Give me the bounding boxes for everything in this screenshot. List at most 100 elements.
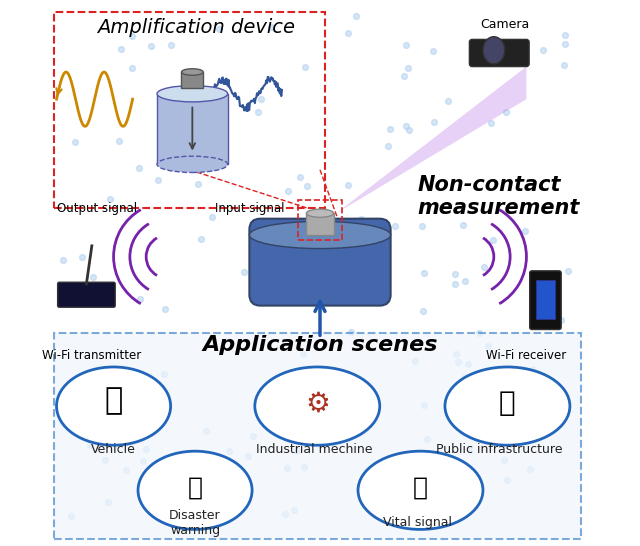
Ellipse shape <box>358 451 483 530</box>
Ellipse shape <box>157 156 228 173</box>
Point <box>302 182 312 191</box>
Point <box>193 180 203 189</box>
Point <box>70 137 81 146</box>
Point <box>147 42 157 51</box>
Point <box>295 173 305 181</box>
Point <box>561 40 571 49</box>
Point <box>201 427 211 436</box>
Point <box>351 12 361 21</box>
Point <box>122 375 132 384</box>
Point <box>287 417 297 425</box>
Point <box>58 256 68 264</box>
Point <box>502 476 512 484</box>
Text: Industrial mechine: Industrial mechine <box>256 443 373 456</box>
Text: Output signal: Output signal <box>57 203 138 215</box>
Point <box>556 316 566 324</box>
Point <box>114 136 124 145</box>
Point <box>460 372 470 381</box>
Point <box>141 445 152 454</box>
Point <box>256 95 266 104</box>
Point <box>292 447 302 455</box>
Ellipse shape <box>250 221 390 248</box>
Point <box>266 22 276 31</box>
Point <box>77 253 87 262</box>
Point <box>410 507 420 516</box>
Point <box>253 108 263 117</box>
Point <box>247 236 257 245</box>
Text: Wi-Fi receiver: Wi-Fi receiver <box>486 349 566 362</box>
Point <box>486 119 496 128</box>
Text: 🏠: 🏠 <box>188 476 202 500</box>
Point <box>153 175 163 184</box>
Point <box>410 357 420 365</box>
Ellipse shape <box>445 367 570 445</box>
Point <box>84 440 95 449</box>
Point <box>211 153 221 162</box>
Polygon shape <box>336 67 527 213</box>
Point <box>248 431 258 440</box>
Text: Vital signal: Vital signal <box>383 517 452 530</box>
Point <box>563 266 573 275</box>
Point <box>442 97 452 105</box>
Point <box>419 269 429 278</box>
Text: 💓: 💓 <box>413 476 428 500</box>
Point <box>383 141 393 150</box>
Point <box>381 463 392 472</box>
Point <box>280 509 290 518</box>
Point <box>520 227 530 235</box>
Text: Amplification device: Amplification device <box>97 17 295 37</box>
Point <box>100 455 110 464</box>
Ellipse shape <box>182 69 204 75</box>
Point <box>224 447 234 455</box>
Point <box>289 218 300 227</box>
Text: Application scenes: Application scenes <box>202 335 438 355</box>
Point <box>344 418 355 427</box>
Point <box>176 94 186 103</box>
Point <box>121 466 131 474</box>
Point <box>428 46 438 55</box>
Point <box>289 506 299 514</box>
Point <box>403 64 413 73</box>
Point <box>282 384 292 393</box>
Point <box>173 507 183 515</box>
FancyBboxPatch shape <box>58 282 115 307</box>
Text: 🌉: 🌉 <box>499 389 516 417</box>
Point <box>349 253 359 262</box>
Ellipse shape <box>483 37 505 64</box>
FancyBboxPatch shape <box>250 219 390 306</box>
Point <box>450 280 460 289</box>
Text: Camera: Camera <box>480 17 529 31</box>
Point <box>401 122 411 130</box>
Point <box>449 270 460 279</box>
FancyBboxPatch shape <box>536 280 556 319</box>
Text: Public infrastructure: Public infrastructure <box>436 443 563 456</box>
Point <box>403 126 413 135</box>
Point <box>488 51 499 60</box>
Point <box>343 29 353 38</box>
Point <box>346 328 356 336</box>
Point <box>559 61 569 70</box>
Point <box>158 370 168 379</box>
Point <box>525 465 535 473</box>
Point <box>166 40 176 49</box>
Point <box>422 435 432 443</box>
Point <box>299 463 309 472</box>
Point <box>458 220 468 229</box>
FancyBboxPatch shape <box>54 333 580 539</box>
FancyBboxPatch shape <box>469 39 529 67</box>
Point <box>267 395 277 404</box>
Point <box>285 217 296 225</box>
Point <box>127 63 137 72</box>
Point <box>417 222 428 230</box>
Point <box>385 124 396 133</box>
FancyBboxPatch shape <box>530 271 561 329</box>
Ellipse shape <box>56 367 171 445</box>
Point <box>453 357 463 366</box>
Point <box>103 497 113 506</box>
Point <box>127 32 137 40</box>
Point <box>298 349 308 358</box>
Text: Input signal: Input signal <box>214 203 284 215</box>
Point <box>419 401 429 410</box>
Point <box>499 456 509 465</box>
Point <box>172 147 182 156</box>
